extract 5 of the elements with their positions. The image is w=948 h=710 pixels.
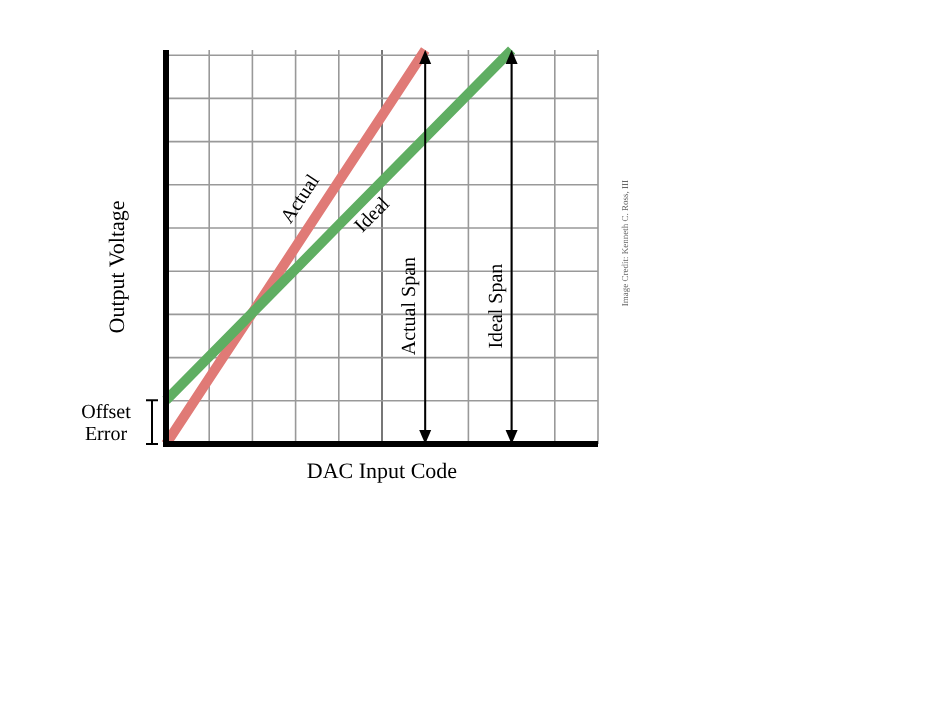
x-axis-title: DAC Input Code <box>306 460 458 484</box>
text: Offset Error <box>81 402 132 447</box>
annotation: Actual Span <box>399 256 422 356</box>
annotation: Ideal Span <box>485 263 508 349</box>
y-axis-title: Output Voltage <box>106 200 130 334</box>
